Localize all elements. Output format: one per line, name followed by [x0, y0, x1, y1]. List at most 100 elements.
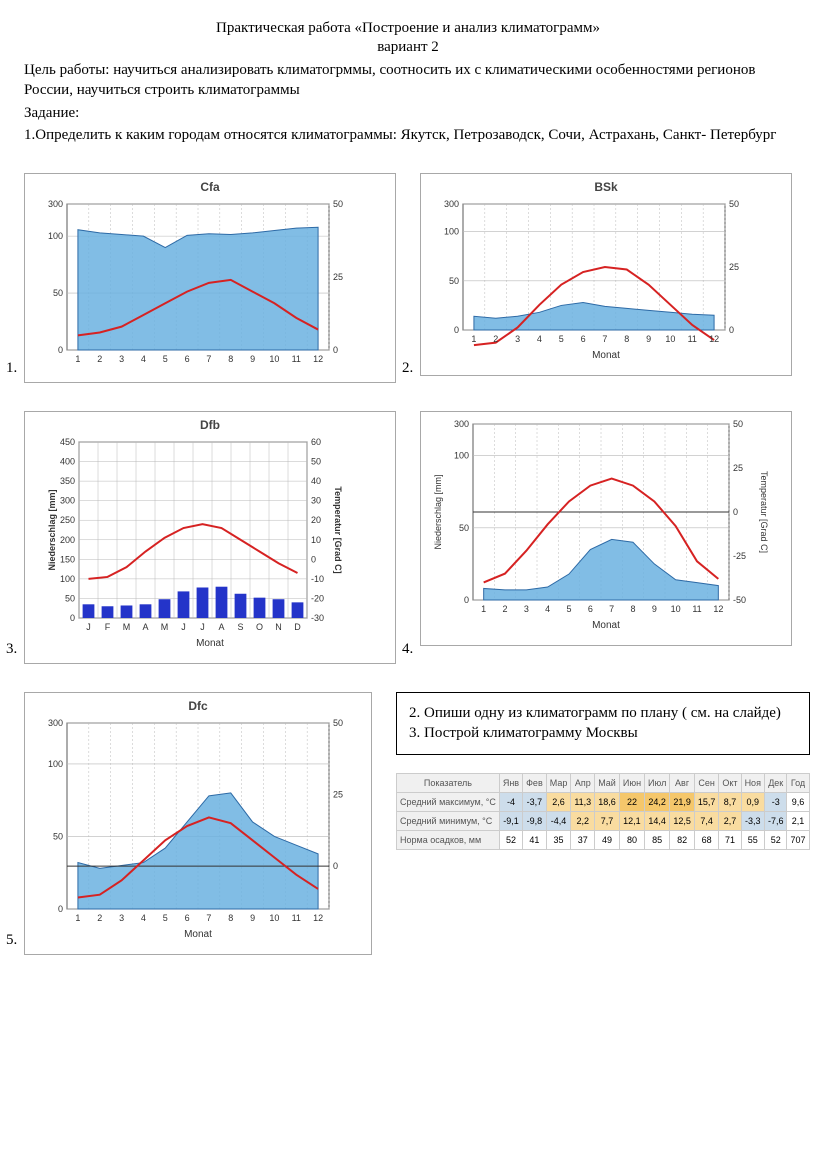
- svg-text:350: 350: [60, 476, 75, 486]
- chart-3-xtitle: Monat: [43, 638, 377, 649]
- svg-text:9: 9: [250, 913, 255, 923]
- svg-text:100: 100: [48, 759, 63, 769]
- table-cell: 2,1: [787, 811, 809, 830]
- svg-text:150: 150: [60, 554, 75, 564]
- svg-text:8: 8: [630, 604, 635, 614]
- task-3: 3. Построй климатограмму Москвы: [409, 723, 797, 743]
- svg-text:6: 6: [581, 334, 586, 344]
- svg-text:N: N: [275, 622, 282, 632]
- svg-text:3: 3: [119, 913, 124, 923]
- table-cell: -4: [499, 792, 522, 811]
- table-cell: 707: [787, 830, 809, 849]
- svg-text:450: 450: [60, 437, 75, 447]
- table-cell: 7,7: [595, 811, 620, 830]
- chart-4-cell: 4. 050100300-50-2502550123456789101112Ni…: [420, 411, 792, 664]
- table-header-cell: Май: [595, 773, 620, 792]
- svg-text:2: 2: [493, 334, 498, 344]
- svg-text:4: 4: [141, 354, 146, 364]
- svg-text:Niederschlag [mm]: Niederschlag [mm]: [47, 489, 57, 570]
- svg-text:0: 0: [333, 345, 338, 355]
- svg-text:M: M: [123, 622, 131, 632]
- chart-3-title: Dfb: [43, 418, 377, 432]
- table-cell: -7,6: [764, 811, 787, 830]
- table-header-cell: Янв: [499, 773, 522, 792]
- svg-text:9: 9: [652, 604, 657, 614]
- chart-5-xtitle: Monat: [33, 929, 363, 940]
- chart-2-cell: 2. BSk 05010030002550123456789101112 Mon…: [420, 173, 792, 383]
- chart-2-number: 2.: [402, 360, 413, 377]
- chart-1-svg: 05010030002550123456789101112: [33, 198, 363, 368]
- chart-1-cell: 1. Cfa 05010030002550123456789101112: [24, 173, 396, 383]
- svg-text:4: 4: [537, 334, 542, 344]
- svg-text:300: 300: [48, 718, 63, 728]
- svg-text:1: 1: [481, 604, 486, 614]
- task-label: Задание:: [24, 103, 792, 123]
- svg-text:25: 25: [333, 272, 343, 282]
- chart-4-number: 4.: [402, 641, 413, 658]
- svg-text:300: 300: [444, 199, 459, 209]
- svg-text:60: 60: [311, 437, 321, 447]
- svg-text:3: 3: [515, 334, 520, 344]
- svg-text:J: J: [86, 622, 91, 632]
- svg-text:2: 2: [97, 354, 102, 364]
- svg-text:D: D: [294, 622, 301, 632]
- svg-text:7: 7: [609, 604, 614, 614]
- svg-text:M: M: [161, 622, 169, 632]
- svg-text:25: 25: [729, 262, 739, 272]
- table-cell: 68: [694, 830, 719, 849]
- table-header-cell: Мар: [546, 773, 571, 792]
- table-row: Норма осадков, мм52413537498085826871555…: [397, 830, 810, 849]
- svg-text:A: A: [142, 622, 148, 632]
- table-header-cell: Окт: [719, 773, 741, 792]
- svg-text:0: 0: [464, 595, 469, 605]
- svg-text:12: 12: [313, 913, 323, 923]
- svg-text:10: 10: [665, 334, 675, 344]
- table-cell: 52: [764, 830, 787, 849]
- table-cell: -9,1: [499, 811, 522, 830]
- svg-text:11: 11: [292, 913, 301, 923]
- table-cell: 14,4: [645, 811, 670, 830]
- task-box: 2. Опиши одну из климатограмм по плану (…: [396, 692, 810, 755]
- table-row-label: Норма осадков, мм: [397, 830, 500, 849]
- svg-text:50: 50: [459, 523, 469, 533]
- table-cell: -3,7: [523, 792, 547, 811]
- svg-text:7: 7: [206, 913, 211, 923]
- right-column: 2. Опиши одну из климатограмм по плану (…: [396, 692, 810, 850]
- svg-text:10: 10: [671, 604, 681, 614]
- table-row: Средний минимум, °C-9,1-9,8-4,42,27,712,…: [397, 811, 810, 830]
- svg-text:11: 11: [692, 604, 701, 614]
- svg-text:50: 50: [53, 288, 63, 298]
- svg-text:Temperatur [Grad C]: Temperatur [Grad C]: [333, 486, 343, 573]
- goal-text: Цель работы: научиться анализировать кли…: [24, 60, 792, 101]
- table-cell: 15,7: [694, 792, 719, 811]
- table-header-cell: Авг: [670, 773, 695, 792]
- svg-text:12: 12: [713, 604, 723, 614]
- svg-text:A: A: [218, 622, 224, 632]
- svg-text:0: 0: [58, 345, 63, 355]
- svg-text:50: 50: [733, 419, 743, 429]
- chart-3-number: 3.: [6, 641, 17, 658]
- table-header-cell: Фев: [523, 773, 547, 792]
- table-header-cell: Год: [787, 773, 809, 792]
- svg-text:1: 1: [75, 354, 80, 364]
- svg-text:-25: -25: [733, 551, 746, 561]
- svg-text:50: 50: [53, 831, 63, 841]
- svg-text:4: 4: [141, 913, 146, 923]
- table-cell: 71: [719, 830, 741, 849]
- svg-text:5: 5: [163, 354, 168, 364]
- table-header-cell: Дек: [764, 773, 787, 792]
- svg-text:250: 250: [60, 515, 75, 525]
- svg-text:J: J: [200, 622, 205, 632]
- svg-text:O: O: [256, 622, 263, 632]
- table-row-label: Средний минимум, °C: [397, 811, 500, 830]
- svg-text:0: 0: [733, 507, 738, 517]
- svg-text:5: 5: [559, 334, 564, 344]
- svg-text:0: 0: [58, 904, 63, 914]
- svg-text:50: 50: [729, 199, 739, 209]
- svg-text:1: 1: [75, 913, 80, 923]
- svg-text:50: 50: [311, 457, 321, 467]
- svg-text:9: 9: [646, 334, 651, 344]
- svg-text:Temperatur [Grad C]: Temperatur [Grad C]: [759, 471, 769, 553]
- table-cell: 7,4: [694, 811, 719, 830]
- table-cell: 12,1: [619, 811, 644, 830]
